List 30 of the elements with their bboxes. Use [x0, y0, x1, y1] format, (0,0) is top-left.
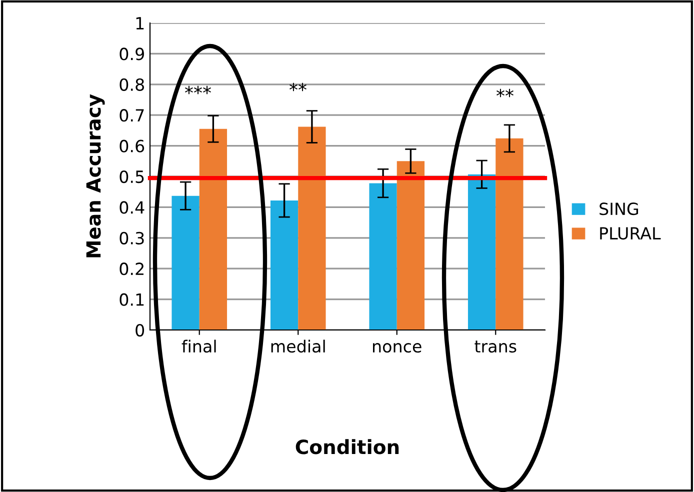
x-tick-label: trans [474, 340, 516, 353]
y-tick-label: 0.3 [120, 232, 144, 244]
bar [468, 174, 496, 330]
annotation: ** [290, 82, 306, 92]
y-tick-label: 0.4 [120, 201, 144, 214]
x-tick-label: medial [271, 340, 325, 353]
bar [199, 128, 228, 330]
bar [496, 138, 524, 330]
y-tick-label: 0 [136, 324, 144, 337]
bar [396, 161, 425, 330]
bar [369, 183, 397, 330]
bar [270, 200, 298, 330]
x-tick-label: nonce [373, 343, 422, 353]
y-axis-title: Mean Accuracy [86, 94, 105, 258]
legend-label: PLURAL [600, 227, 661, 240]
y-tick-label: 0.9 [120, 48, 144, 60]
y-tick-label: 0.5 [120, 170, 144, 184]
y-tick-label: 0.8 [120, 78, 144, 91]
x-axis-title: Condition [296, 439, 399, 454]
annotation: ** [496, 88, 514, 98]
y-tick-label: 0.6 [120, 140, 144, 152]
y-tick-label: 0.1 [120, 293, 144, 306]
bar [298, 126, 326, 330]
y-tick-label: 0.7 [120, 109, 144, 122]
x-tick-label: final [182, 340, 216, 353]
bar [172, 196, 200, 330]
annotation: *** [184, 86, 212, 94]
y-tick-label: 0.2 [120, 262, 144, 276]
legend-label: SING [600, 202, 638, 216]
y-tick-label: 1 [136, 17, 144, 30]
